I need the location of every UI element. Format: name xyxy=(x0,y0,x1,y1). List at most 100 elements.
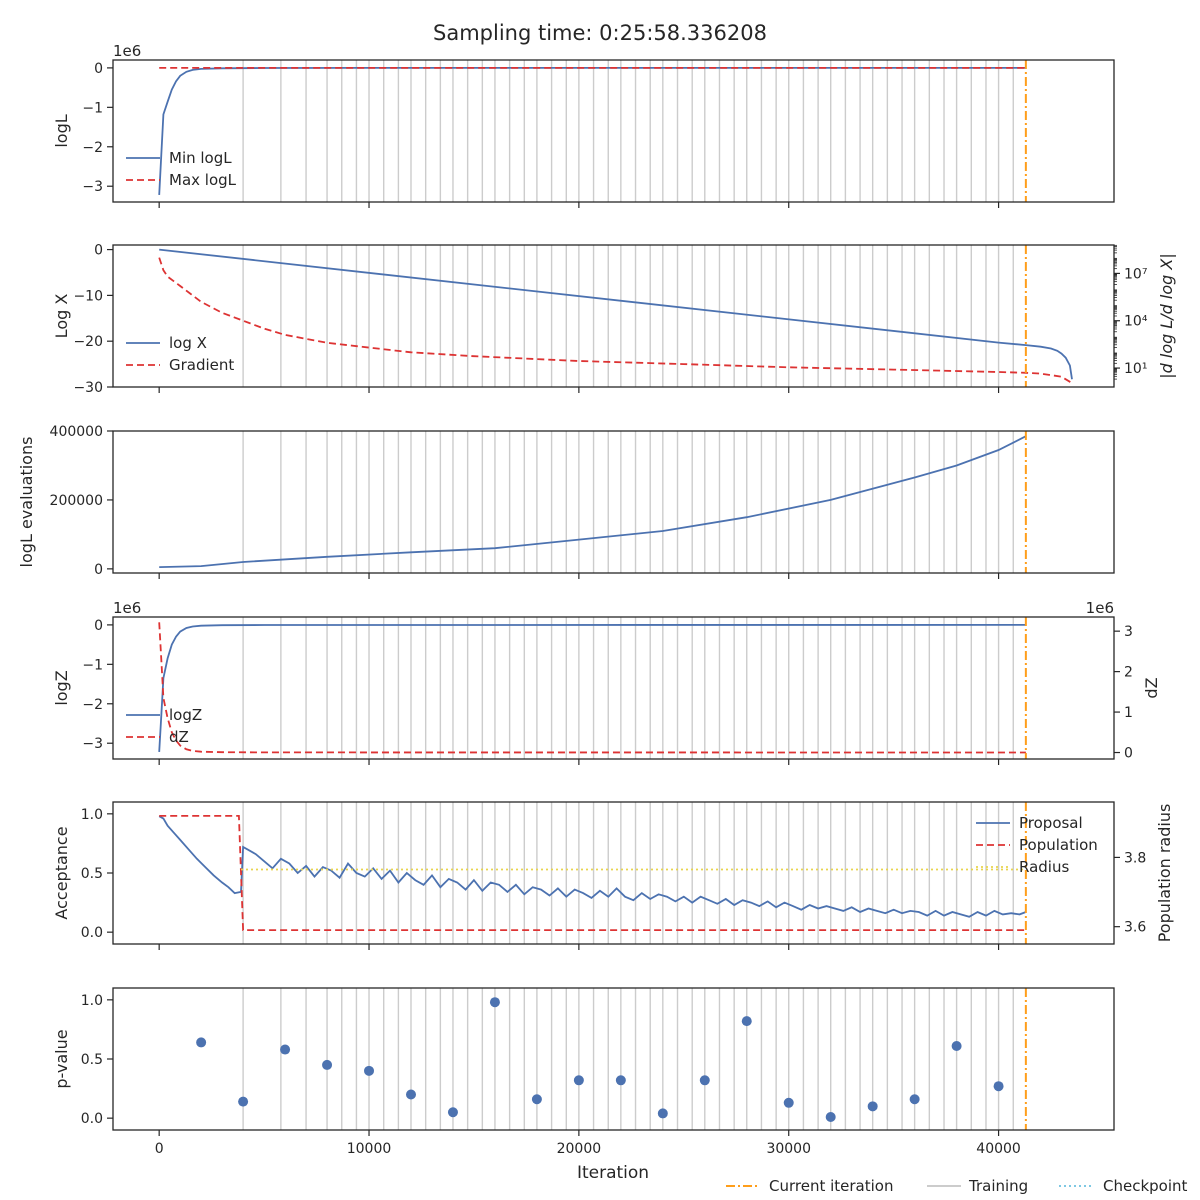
legend-label: Min logL xyxy=(169,149,232,167)
legend-label: Radius xyxy=(1019,858,1069,876)
y2-offset-label: 1e6 xyxy=(1086,599,1114,617)
y2-axis-label: |d log L/d log X| xyxy=(1157,253,1176,378)
y-tick-label: 0 xyxy=(94,61,103,77)
panel-logZ: 0 −1 −2 −3 logZ 1e6 0 1 2 3 dZ 1e6 logZ dZ xyxy=(52,599,1161,765)
y2-tick-label: 3 xyxy=(1124,624,1133,640)
series-line xyxy=(158,815,1027,918)
series-group xyxy=(158,622,1026,754)
y-tick-label: −3 xyxy=(82,179,103,195)
data-point xyxy=(405,1089,416,1100)
data-point xyxy=(699,1075,710,1086)
y-axis-label: logL xyxy=(52,114,71,147)
y2-tick-label: 3.6 xyxy=(1124,920,1146,936)
panel-logL: 0 −1 −2 −3 logL 1e6 Min logL Max logL xyxy=(52,42,1115,208)
training-lines xyxy=(242,60,1014,202)
series-group xyxy=(196,997,1004,1122)
y2-tick-label: 10⁴ xyxy=(1124,314,1148,330)
data-point xyxy=(489,997,500,1008)
data-point xyxy=(280,1044,291,1055)
y2-tick-label: 0 xyxy=(1124,746,1133,762)
data-point xyxy=(615,1075,626,1086)
y-tick-label: 1.0 xyxy=(81,993,103,1009)
data-point xyxy=(364,1065,375,1076)
y-tick-label: −2 xyxy=(82,140,103,156)
y-axis-label: logZ xyxy=(52,670,71,705)
training-lines xyxy=(242,245,1014,387)
y-tick-label: 0 xyxy=(94,562,103,578)
legend-label: Gradient xyxy=(169,356,234,374)
y-tick-label: −30 xyxy=(73,380,103,396)
y-axis-label: logL evaluations xyxy=(17,437,36,568)
x-tick-label: 20000 xyxy=(557,1141,602,1157)
training-lines xyxy=(242,617,1014,759)
y-tick-label: −1 xyxy=(82,657,103,673)
y-offset-label: 1e6 xyxy=(113,42,141,60)
y-tick-label: 400000 xyxy=(50,424,103,440)
x-tick-label: 40000 xyxy=(976,1141,1021,1157)
data-point xyxy=(741,1016,752,1027)
series-line xyxy=(158,622,1026,754)
y-tick-label: −1 xyxy=(82,100,103,116)
y-tick-label: −10 xyxy=(73,288,103,304)
panel-pvalue: 0.0 0.5 1.0 0 10000 20000 30000 40000 p-value xyxy=(52,987,1115,1157)
panel-evaluations: 0 200000 400000 logL evaluations xyxy=(17,424,1115,579)
data-point xyxy=(909,1094,920,1105)
axes-frame xyxy=(112,244,1115,388)
legend-label: log X xyxy=(169,334,207,352)
y2-axis-label: dZ xyxy=(1142,677,1161,698)
axes-frame xyxy=(112,430,1115,574)
y-tick-label: 0.5 xyxy=(81,866,103,882)
series-line xyxy=(158,257,1073,384)
bottom-legend-label: Training xyxy=(968,1177,1028,1195)
data-point xyxy=(825,1111,836,1122)
y2-axis-label: Population radius xyxy=(1155,804,1174,943)
x-tick-label: 10000 xyxy=(347,1141,392,1157)
x-tick-label: 30000 xyxy=(766,1141,811,1157)
y2-tick-label: 2 xyxy=(1124,665,1133,681)
series-line xyxy=(159,248,1073,380)
legend-label: Max logL xyxy=(169,171,237,189)
y-tick-label: 0.5 xyxy=(81,1052,103,1068)
y-tick-label: 0.0 xyxy=(81,1111,103,1127)
axes-frame xyxy=(112,616,1115,760)
data-point xyxy=(783,1097,794,1108)
figure-title: Sampling time: 0:25:58.336208 xyxy=(433,21,767,45)
y-axis-label: Acceptance xyxy=(52,826,71,919)
y2-tick-label: 1 xyxy=(1124,705,1133,721)
y-tick-label: 0.0 xyxy=(81,925,103,941)
bottom-legend-label: Checkpoint xyxy=(1103,1177,1188,1195)
series-group xyxy=(158,248,1073,384)
data-point xyxy=(657,1108,668,1119)
legend-label: Population xyxy=(1019,836,1098,854)
training-lines xyxy=(242,431,1014,573)
series-line xyxy=(158,624,1026,752)
training-lines xyxy=(242,802,1014,944)
y2-tick-label: 10¹ xyxy=(1124,361,1147,377)
legend-label: logZ xyxy=(169,706,202,724)
y2-tick-label: 10⁷ xyxy=(1124,266,1147,282)
panel-acceptance: 0.0 0.5 1.0 Acceptance 3.6 3.8 Population radi… xyxy=(52,801,1174,950)
data-point xyxy=(951,1040,962,1051)
y-tick-label: 1.0 xyxy=(81,807,103,823)
axes-frame xyxy=(112,801,1115,945)
y-tick-label: −2 xyxy=(82,697,103,713)
y-tick-label: 0 xyxy=(94,243,103,259)
y-tick-label: 0 xyxy=(94,618,103,634)
data-point xyxy=(322,1059,333,1070)
x-tick-label: 0 xyxy=(155,1141,164,1157)
series-line xyxy=(159,815,1026,931)
panel-logX: 0 −10 −20 −30 Log X 10¹ 10⁴ 10⁷ |d log L/d log X… xyxy=(52,243,1176,396)
y-axis-label: Log X xyxy=(52,294,71,339)
axes-frame xyxy=(112,59,1115,203)
legend-label: dZ xyxy=(169,728,189,746)
y-tick-label: 200000 xyxy=(50,493,103,509)
series-line xyxy=(159,435,1027,568)
bottom-legend-label: Current iteration xyxy=(769,1177,893,1195)
data-point xyxy=(573,1075,584,1086)
data-point xyxy=(196,1037,207,1048)
series-line xyxy=(158,67,1026,195)
y-axis-label: p-value xyxy=(52,1029,71,1088)
series-group xyxy=(159,435,1027,568)
